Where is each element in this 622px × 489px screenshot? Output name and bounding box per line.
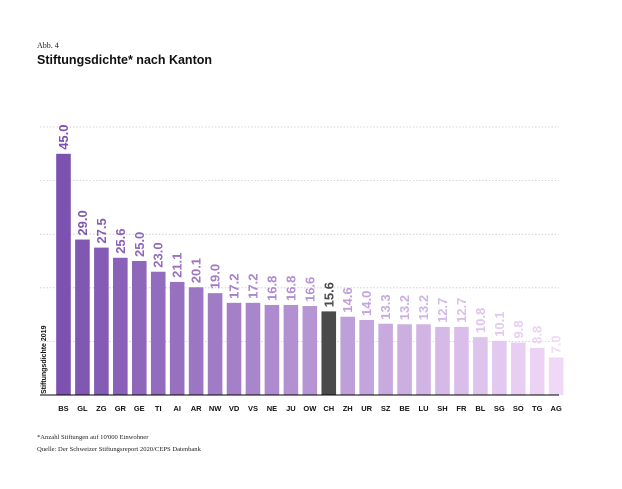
value-label-vs: 17.2: [245, 273, 260, 298]
x-tick-ti: TI: [155, 404, 162, 413]
bar-zh: [340, 316, 356, 395]
x-tick-ge: GE: [134, 404, 145, 413]
bar-tg: [529, 347, 545, 395]
value-label-sz: 13.3: [378, 294, 393, 319]
value-label-ne: 16.8: [264, 276, 279, 301]
value-label-gl: 29.0: [75, 210, 90, 235]
bar-ti: [150, 271, 166, 395]
x-tick-ow: OW: [303, 404, 317, 413]
x-tick-labels: BS GL ZG GR GE TI AI AR NW VD VS NE JU OW CH ZH UR SZ BE LU…: [58, 404, 562, 413]
value-labels: 45.0 29.0 27.5 25.6 25.0 23.0 21.1 20.1 19.0 17.2…: [56, 124, 564, 353]
bar-nw: [207, 293, 223, 395]
bar-ar: [188, 287, 204, 395]
value-label-ag: 7.0: [549, 335, 564, 353]
x-tick-lu: LU: [419, 404, 429, 413]
x-tick-ag: AG: [551, 404, 562, 413]
bar-vd: [226, 302, 242, 395]
bar-ur: [359, 319, 374, 395]
bar-ge: [131, 261, 147, 395]
value-label-ai: 21.1: [170, 253, 185, 278]
bar-gl: [75, 239, 90, 395]
x-tick-vd: VD: [229, 404, 240, 413]
footnote-source: Quelle: Der Schweizer Stiftungsreport 20…: [37, 446, 201, 453]
bar-sh: [435, 326, 450, 395]
value-label-so: 9.8: [511, 320, 526, 338]
value-label-zg: 27.5: [94, 218, 109, 243]
x-tick-sg: SG: [494, 404, 505, 413]
value-label-lu: 13.2: [416, 295, 431, 320]
bar-ai: [169, 281, 185, 395]
x-tick-fr: FR: [456, 404, 467, 413]
bar-bs: [56, 153, 71, 395]
x-tick-zh: ZH: [343, 404, 353, 413]
x-tick-vs: VS: [248, 404, 258, 413]
value-label-be: 13.2: [397, 295, 412, 320]
x-tick-be: BE: [399, 404, 409, 413]
y-axis-label: Stiftungsdichte 2019: [41, 325, 48, 394]
bar-gr: [113, 257, 128, 395]
bar-bl: [473, 337, 488, 395]
x-tick-zg: ZG: [96, 404, 107, 413]
bar-vs: [245, 302, 261, 395]
value-label-bl: 10.8: [473, 308, 488, 333]
value-label-vd: 17.2: [227, 273, 242, 298]
x-tick-ju: JU: [286, 404, 296, 413]
value-label-ar: 20.1: [189, 258, 204, 283]
x-tick-ur: UR: [361, 404, 372, 413]
x-tick-sh: SH: [437, 404, 447, 413]
x-tick-nw: NW: [209, 404, 222, 413]
value-label-tg: 8.8: [530, 326, 545, 344]
bar-sg: [492, 340, 507, 395]
x-tick-gl: GL: [77, 404, 88, 413]
bar-be: [397, 324, 412, 395]
chart-title: Stiftungsdichte* nach Kanton: [37, 53, 212, 67]
value-label-ge: 25.0: [132, 232, 147, 257]
bar-zg: [94, 247, 109, 395]
x-tick-so: SO: [513, 404, 524, 413]
bar-fr: [454, 326, 469, 395]
bar-ch: [321, 311, 337, 395]
value-label-fr: 12.7: [454, 298, 469, 323]
bar-ne: [264, 304, 280, 395]
bar-so: [510, 342, 526, 395]
bar-ju: [283, 304, 299, 395]
x-tick-ar: AR: [191, 404, 202, 413]
value-label-zh: 14.6: [340, 287, 355, 312]
value-label-ow: 16.6: [302, 277, 317, 302]
bar-ag: [548, 357, 564, 395]
x-tick-gr: GR: [115, 404, 127, 413]
value-label-ch: 15.6: [321, 282, 336, 307]
x-tick-tg: TG: [532, 404, 543, 413]
value-label-nw: 19.0: [208, 264, 223, 289]
value-label-ju: 16.8: [283, 276, 298, 301]
value-label-gr: 25.6: [113, 228, 128, 253]
bar-lu: [416, 324, 431, 395]
bar-sz: [378, 323, 393, 395]
bars: [56, 153, 564, 395]
x-tick-ne: NE: [267, 404, 277, 413]
value-label-ur: 14.0: [359, 291, 374, 316]
value-label-ti: 23.0: [151, 242, 166, 267]
bar-ow: [302, 306, 318, 395]
footnote-definition: *Anzahl Stiftungen auf 10'000 Einwohner: [37, 434, 149, 441]
x-tick-bl: BL: [475, 404, 485, 413]
value-label-bs: 45.0: [56, 124, 71, 149]
value-label-sh: 12.7: [435, 298, 450, 323]
x-tick-bs: BS: [58, 404, 68, 413]
x-tick-sz: SZ: [381, 404, 391, 413]
x-tick-ch: CH: [323, 404, 334, 413]
x-tick-ai: AI: [173, 404, 181, 413]
value-label-sg: 10.1: [492, 312, 507, 337]
figure-label: Abb. 4: [37, 41, 59, 50]
